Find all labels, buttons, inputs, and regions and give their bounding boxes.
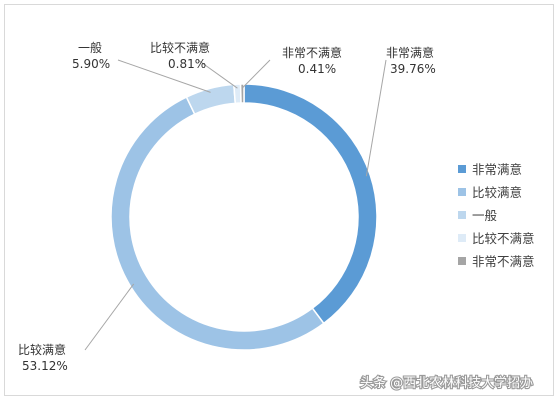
legend-text-satisfied: 比较满意 xyxy=(472,185,522,200)
slice-very-dissatisfied xyxy=(239,83,245,104)
legend-swatch-very-satisfied xyxy=(458,165,466,173)
slice-very-satisfied xyxy=(243,83,378,325)
label-name-dissatisfied: 比较不满意 xyxy=(150,40,210,55)
label-name-very-satisfied: 非常满意 xyxy=(386,45,434,60)
label-pct-neutral: 5.90% xyxy=(72,57,110,71)
leader-line-neutral xyxy=(117,59,211,93)
label-name-very-dissatisfied: 非常不满意 xyxy=(282,45,342,60)
leader-line-satisfied xyxy=(84,283,135,351)
leader-line-very-satisfied xyxy=(365,59,387,177)
legend-text-dissatisfied: 比较不满意 xyxy=(472,231,535,246)
legend-swatch-satisfied xyxy=(458,188,466,196)
legend-swatch-very-dissatisfied xyxy=(458,257,466,265)
label-pct-satisfied: 53.12% xyxy=(22,359,68,373)
donut-slices xyxy=(110,83,378,351)
legend-text-very-dissatisfied: 非常不满意 xyxy=(472,254,535,269)
leader-line-dissatisfied xyxy=(197,59,238,89)
slice-labels: 非常满意 39.76% 比较满意 53.12% 一般 5.90% 比较不满意 0… xyxy=(18,40,436,373)
legend-swatch-dissatisfied xyxy=(458,234,466,242)
leader-line-very-dissatisfied xyxy=(241,59,271,89)
label-pct-very-dissatisfied: 0.41% xyxy=(298,62,336,76)
leader-lines xyxy=(84,59,387,351)
slice-neutral xyxy=(185,83,237,116)
legend: 非常满意 比较满意 一般 比较不满意 非常不满意 xyxy=(458,162,535,269)
legend-text-neutral: 一般 xyxy=(472,208,498,223)
slice-satisfied xyxy=(110,96,325,351)
legend-swatch-neutral xyxy=(458,211,466,219)
watermark-text: 头条 @西北农林科技大学招办 xyxy=(360,375,533,391)
legend-text-very-satisfied: 非常满意 xyxy=(472,162,522,177)
label-pct-very-satisfied: 39.76% xyxy=(390,62,436,76)
label-name-neutral: 一般 xyxy=(78,40,102,55)
label-pct-dissatisfied: 0.81% xyxy=(168,57,206,71)
label-name-satisfied: 比较满意 xyxy=(18,342,66,357)
